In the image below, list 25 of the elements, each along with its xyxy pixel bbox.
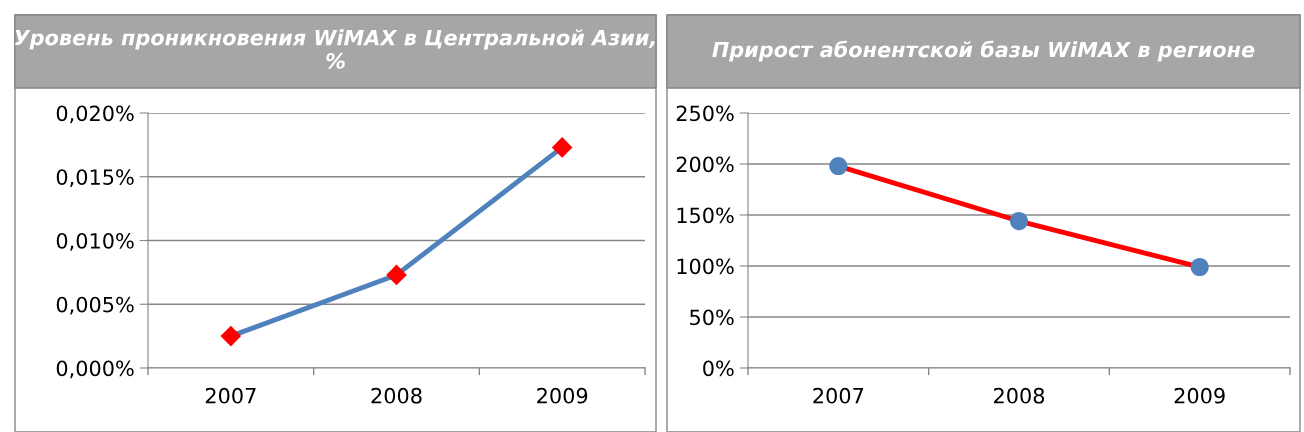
x-tick-label: 2007: [205, 387, 256, 404]
x-tick-label: 2007: [813, 387, 864, 404]
x-tick-label: 2008: [371, 387, 422, 404]
x-tick-label: 2009: [537, 387, 588, 404]
y-tick-label: 250%: [676, 105, 734, 122]
y-tick-label: 0,005%: [56, 296, 134, 315]
point: [1190, 257, 1209, 277]
y-tick-label: 200%: [676, 156, 734, 173]
y-tick-label: 150%: [677, 207, 734, 224]
x-tick-label: 2009: [1174, 387, 1225, 404]
y-tick-label: 0,015%: [56, 169, 134, 188]
point: [829, 156, 848, 176]
chart-title: Прирост абонентской базы WiMAX в регионе: [712, 40, 1255, 62]
point: [220, 325, 242, 347]
y-tick-label: 0%: [703, 360, 734, 377]
y-tick-label: 0,000%: [56, 360, 134, 379]
y-tick-label: 0,010%: [56, 232, 134, 251]
point: [1009, 212, 1029, 231]
y-tick-label: 0,020%: [56, 105, 134, 124]
point: [386, 264, 407, 286]
chart-title: Уровень проникновения WiMAX в Центральной Азии, %: [15, 29, 655, 69]
y-tick-label: 50%: [690, 309, 734, 326]
x-tick-label: 2008: [994, 387, 1045, 404]
y-tick-label: 100%: [677, 258, 734, 275]
point: [551, 137, 573, 158]
